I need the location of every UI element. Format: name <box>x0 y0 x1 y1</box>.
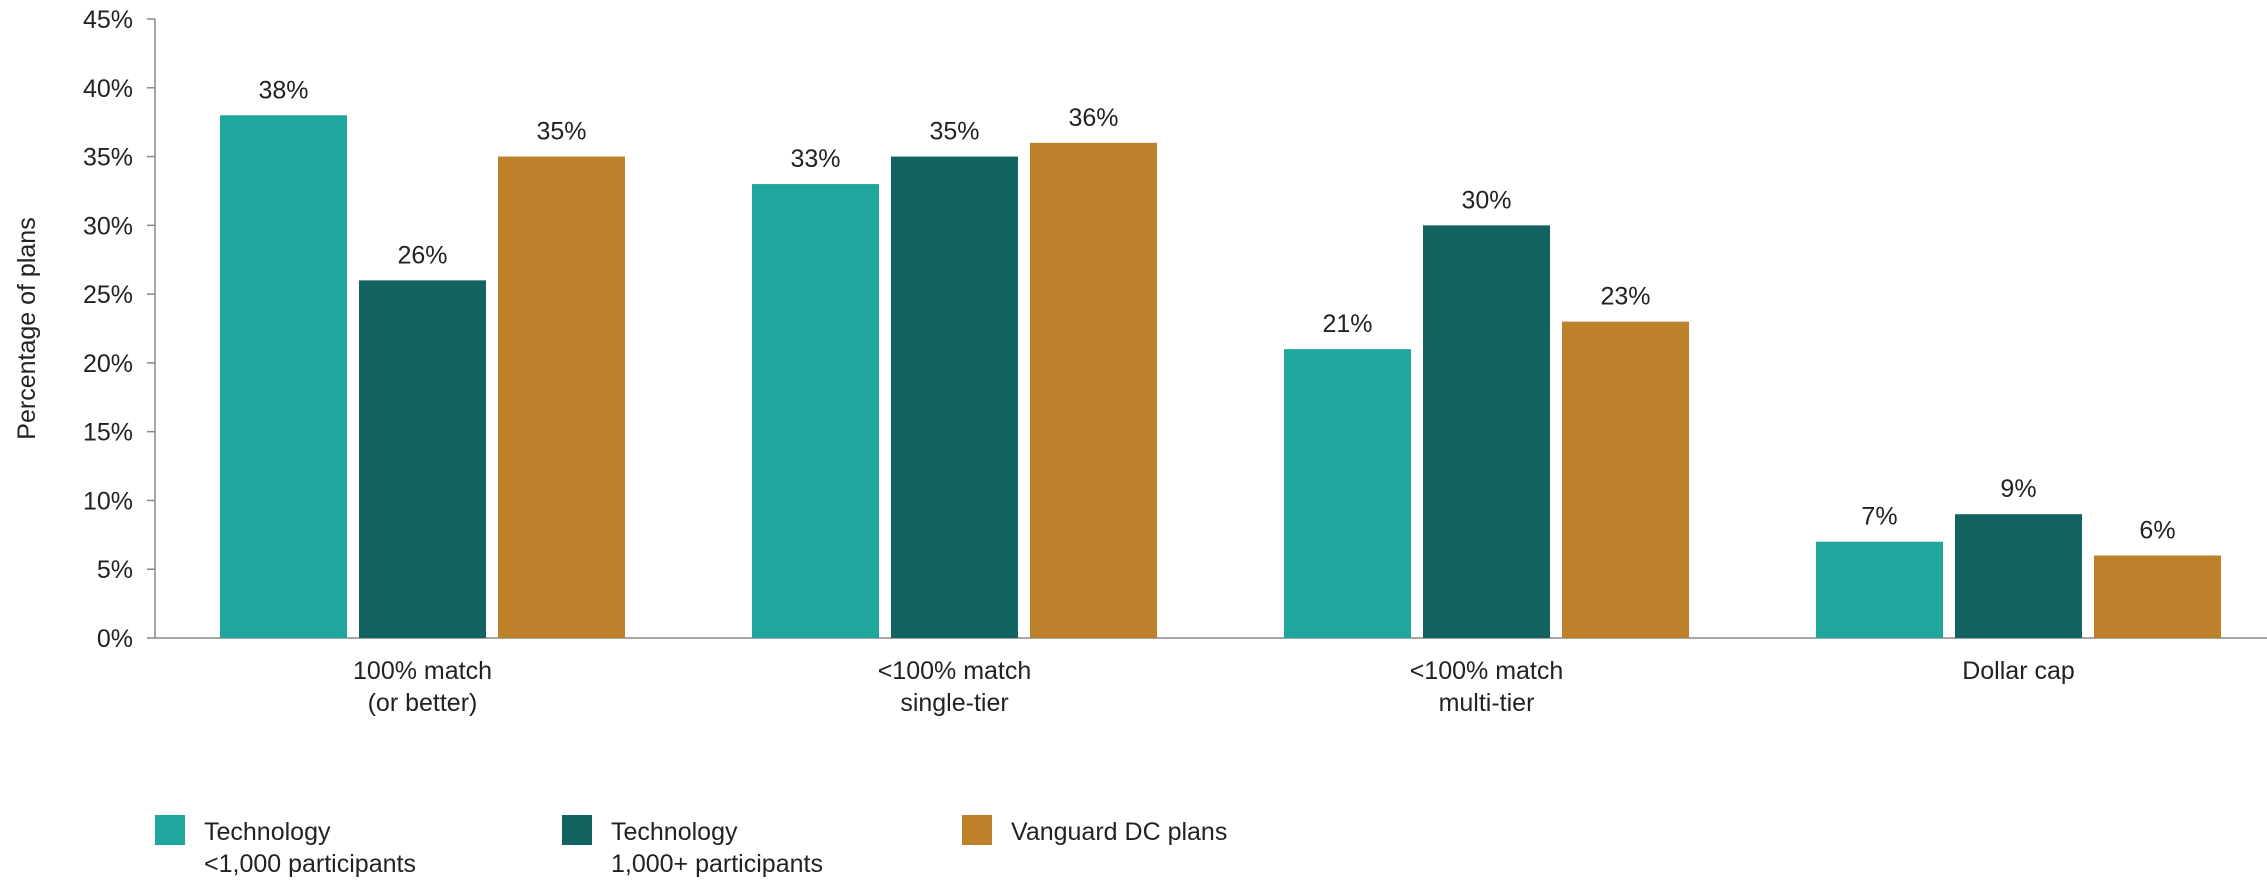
x-tick-label: (or better) <box>368 689 478 717</box>
legend-label: Technology <box>611 818 738 846</box>
bar <box>1816 541 1943 638</box>
y-tick-label: 30% <box>83 212 133 240</box>
legend-label: Technology <box>204 818 331 846</box>
data-label: 23% <box>1600 283 1650 311</box>
data-label: 36% <box>1068 104 1118 132</box>
x-tick-label: <100% match <box>878 657 1032 685</box>
data-label: 35% <box>536 118 586 146</box>
legend-swatch <box>962 815 992 845</box>
y-tick-label: 25% <box>83 281 133 309</box>
data-label: 6% <box>2139 516 2175 544</box>
bar <box>1955 514 2082 638</box>
y-tick-label: 15% <box>83 419 133 447</box>
bar <box>220 115 347 639</box>
data-label: 7% <box>1861 503 1897 531</box>
data-label: 9% <box>2000 475 2036 503</box>
data-label: 38% <box>258 76 308 104</box>
y-tick-label: 45% <box>83 6 133 34</box>
x-tick-label: Dollar cap <box>1962 657 2075 685</box>
y-tick-label: 0% <box>97 625 133 653</box>
y-tick-label: 35% <box>83 144 133 172</box>
bar <box>752 184 879 639</box>
bars-layer <box>220 115 2221 639</box>
axes-layer: 0% 5% 10% 15% 20% 25% 30% 35% 40% 45% Percentage o… <box>13 6 2267 717</box>
legend-label: 1,000+ participants <box>611 850 823 877</box>
bar <box>359 280 486 638</box>
data-labels-layer: 38% 26% 35% 33% 35% 36% 21% 30% 23% 7% 9% 6% <box>258 76 2175 544</box>
bar <box>1562 321 1689 638</box>
bar <box>498 156 625 639</box>
y-tick-label: 20% <box>83 350 133 378</box>
bar <box>2094 555 2221 638</box>
data-label: 33% <box>790 145 840 173</box>
data-label: 30% <box>1461 186 1511 214</box>
legend: Technology <1,000 participants Technology 1… <box>155 815 1227 878</box>
y-tick-label: 40% <box>83 75 133 103</box>
legend-swatch <box>155 815 185 845</box>
bar <box>891 156 1018 639</box>
legend-swatch <box>562 815 592 845</box>
data-label: 21% <box>1322 310 1372 338</box>
legend-label: Vanguard DC plans <box>1011 818 1227 846</box>
y-tick-label: 10% <box>83 487 133 515</box>
x-tick-label: <100% match <box>1410 657 1564 685</box>
bar <box>1284 349 1411 638</box>
y-tick-label: 5% <box>97 556 133 584</box>
bar <box>1030 142 1157 639</box>
data-label: 35% <box>929 118 979 146</box>
x-tick-label: 100% match <box>353 657 492 685</box>
bar <box>1423 225 1550 639</box>
legend-label: <1,000 participants <box>204 850 416 877</box>
x-tick-label: multi-tier <box>1439 689 1535 717</box>
x-tick-label: single-tier <box>900 689 1008 717</box>
y-axis-title: Percentage of plans <box>13 217 41 439</box>
data-label: 26% <box>397 241 447 269</box>
